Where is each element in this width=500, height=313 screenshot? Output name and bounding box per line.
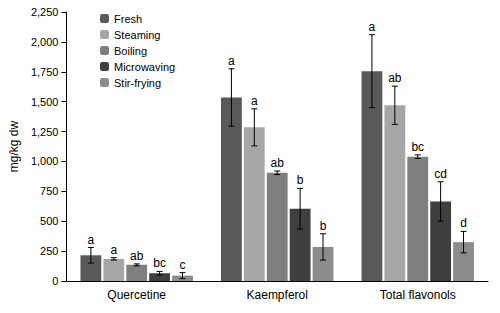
svg-text:750: 750 [40,185,58,197]
svg-text:ab: ab [388,71,402,85]
svg-text:bc: bc [411,140,424,154]
svg-text:2,000: 2,000 [31,36,59,48]
svg-text:1,000: 1,000 [31,155,59,167]
svg-text:Boiling: Boiling [114,45,147,57]
svg-text:Kaempferol: Kaempferol [247,288,308,302]
svg-text:1,750: 1,750 [31,66,59,78]
svg-text:Steaming: Steaming [114,29,160,41]
svg-text:Quercetine: Quercetine [107,288,166,302]
svg-text:1,500: 1,500 [31,96,59,108]
svg-text:1,250: 1,250 [31,126,59,138]
svg-text:0: 0 [52,275,58,287]
svg-text:a: a [228,54,235,68]
svg-text:ab: ab [130,249,144,263]
svg-text:a: a [88,233,95,247]
svg-text:b: b [297,173,304,187]
svg-text:a: a [110,243,117,257]
svg-text:bc: bc [153,256,166,270]
svg-text:b: b [320,219,327,233]
svg-text:mg/kg dw: mg/kg dw [7,120,21,172]
svg-text:500: 500 [40,215,58,227]
svg-text:d: d [460,216,467,230]
svg-text:Stir-frying: Stir-frying [114,77,161,89]
svg-text:250: 250 [40,245,58,257]
svg-text:ab: ab [271,156,285,170]
svg-text:Microwaving: Microwaving [114,61,175,73]
svg-text:Total flavonols: Total flavonols [380,288,456,302]
svg-text:cd: cd [434,167,447,181]
svg-text:Fresh: Fresh [114,13,142,25]
svg-text:2,250: 2,250 [31,6,59,18]
svg-text:a: a [369,20,376,34]
svg-text:a: a [251,94,258,108]
svg-text:c: c [179,258,185,272]
